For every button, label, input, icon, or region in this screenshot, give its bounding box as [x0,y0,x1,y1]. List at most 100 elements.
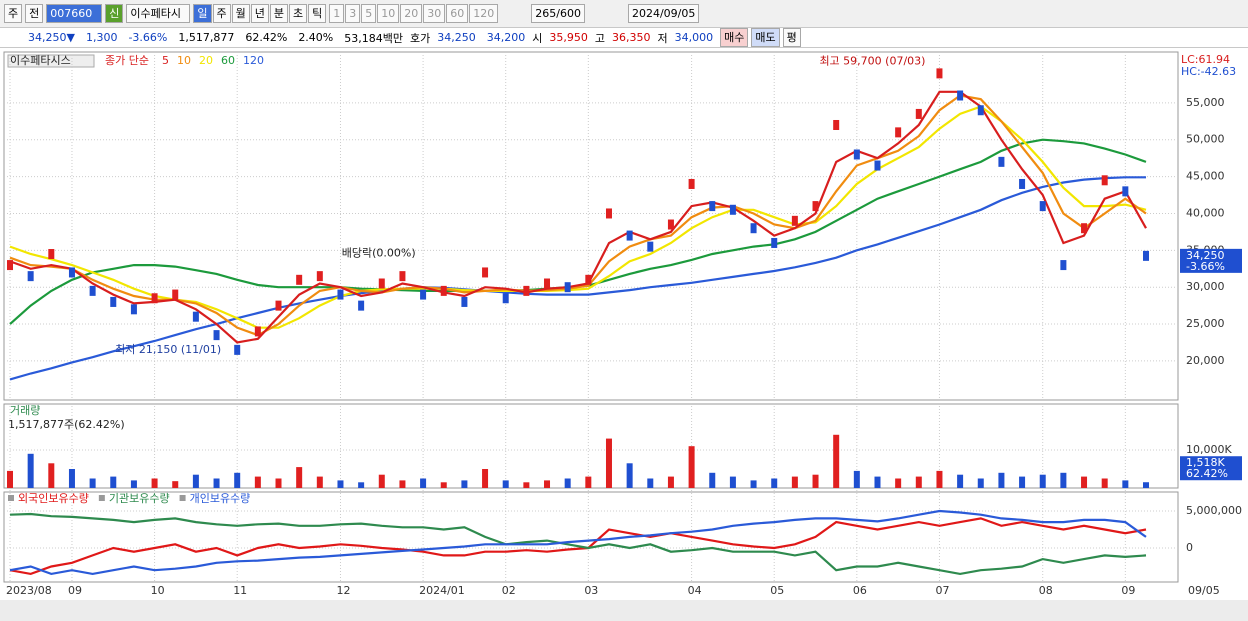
button[interactable]: 10 [377,4,400,23]
x-tick-label: 2024/01 [419,584,465,597]
stock-name: 이수페타시 [126,4,191,23]
button[interactable]: 5 [361,4,377,23]
volume-bar [998,472,1005,488]
low: 34,000 [674,31,714,44]
x-end-label: 09/05 [1188,584,1220,597]
candle [1101,175,1108,186]
button[interactable]: 일 [193,4,212,23]
candle [1122,186,1129,197]
volume-bar [1122,480,1129,488]
open-label: 시 [532,31,543,45]
button[interactable]: 60 [446,4,469,23]
candle [482,267,489,278]
y-tick-label: 20,000 [1186,354,1225,367]
x-tick-label: 2023/08 [6,584,52,597]
legend-entry: 120 [243,54,264,67]
candle [378,278,385,289]
x-tick-label: 08 [1039,584,1053,597]
volume-bar [316,476,323,488]
candle [254,326,261,337]
button[interactable]: 초 [289,4,308,23]
volume-bar [378,474,385,488]
low-note: 최저 21,150 (11/01) [115,343,221,356]
button[interactable]: 분 [269,4,288,23]
button[interactable]: 월 [231,4,250,23]
x-tick-label: 10 [151,584,165,597]
volume-bar [791,476,798,488]
volume-bar [461,480,468,488]
volume-bar [234,472,241,488]
line [9,509,1147,576]
button[interactable]: 30 [423,4,446,23]
y-tick-label: 5,000,000 [1186,504,1242,517]
line [9,94,1147,337]
candle [337,289,344,300]
last-price: 34,250 [1186,249,1225,262]
y-tick-label: 45,000 [1186,170,1225,183]
candle [585,274,592,285]
volume-bar [358,482,365,488]
x-tick-label: 09 [1121,584,1135,597]
candle [874,160,881,171]
volume-bar [709,472,716,488]
candle [895,127,902,138]
x-tick-label: 11 [233,584,247,597]
button[interactable]: 틱 [308,4,327,23]
y-tick-label: 0 [1186,541,1193,554]
last-change: -3.66% [1186,260,1225,273]
button[interactable]: 1 [329,4,345,23]
candle [998,156,1005,167]
volume-bar [564,478,571,488]
x-tick-label: 09 [68,584,82,597]
candle [915,108,922,119]
candle [544,278,551,289]
buy[interactable]: 매수 [720,28,749,47]
turnover: 2.40% [298,31,334,44]
vol-last: 1,518K [1186,456,1225,469]
x-tick-label: 07 [935,584,949,597]
open: 35,950 [549,31,588,44]
scrollbar[interactable] [0,600,1248,621]
candle [130,304,137,315]
candle [461,296,468,307]
view[interactable]: 전 [25,4,44,23]
volume-bar [688,446,695,488]
button[interactable]: 주 [212,4,231,23]
investor-panel [3,491,1179,583]
button[interactable]: 년 [250,4,269,23]
candle [151,293,158,304]
legend-entry: 5 [162,54,169,67]
legend-entry: 20 [199,54,213,67]
volume-panel [3,403,1179,489]
candle [523,285,530,296]
candle [502,293,509,304]
candle [316,271,323,282]
button[interactable]: 3 [345,4,361,23]
candle [7,260,13,271]
line [9,176,1146,381]
volume-bar [853,470,860,488]
volume-bar [647,478,654,488]
volume-bar [977,478,984,488]
x-tick-label: 06 [853,584,867,597]
legend-swatch [8,495,14,501]
candle [440,285,447,296]
candle [358,300,365,311]
code[interactable]: 007660 [46,4,103,23]
sell[interactable]: 매도 [751,28,780,47]
button[interactable]: 120 [469,4,499,23]
volume-bar [151,478,158,488]
avg[interactable]: 평 [782,28,801,47]
last-box [1180,248,1242,273]
candle [688,178,695,189]
low-label: 저 [657,31,668,45]
ask: 34,250 [437,31,476,44]
market[interactable]: 주 [4,4,23,23]
candle [564,282,571,293]
count[interactable]: 265/600 [531,4,585,23]
date[interactable]: 2024/09/05 [627,4,700,23]
button[interactable]: 20 [400,4,423,23]
quote-bar: 34,250▼ 1,300 -3.66% 1,517,877 62.42% 2.… [0,28,1248,48]
